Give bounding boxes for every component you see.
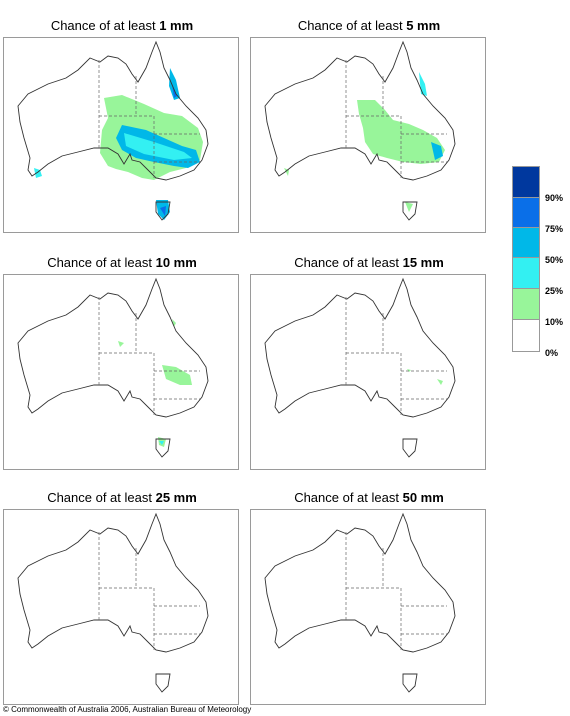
panel-title: Chance of at least 1 mm bbox=[50, 18, 194, 33]
panel-title: Chance of at least 25 mm bbox=[47, 490, 197, 505]
legend-label-50: 50% bbox=[545, 255, 564, 265]
legend-label-75: 75% bbox=[545, 224, 564, 234]
legend-swatch-75-90 bbox=[512, 197, 540, 228]
legend-swatch-50-75 bbox=[512, 227, 540, 258]
legend-label-90: 90% bbox=[545, 193, 564, 203]
legend-label-0: 0% bbox=[545, 348, 559, 358]
probability-legend bbox=[512, 166, 540, 352]
australia-map bbox=[250, 37, 486, 233]
australia-map bbox=[3, 274, 239, 470]
australia-map bbox=[3, 37, 239, 233]
panel-title: Chance of at least 50 mm bbox=[294, 490, 444, 505]
panel-title: Chance of at least 10 mm bbox=[47, 255, 197, 270]
australia-map bbox=[250, 274, 486, 470]
legend-swatch-25-50 bbox=[512, 257, 540, 289]
panel-title: Chance of at least 5 mm bbox=[297, 18, 441, 33]
legend-swatch-10-25 bbox=[512, 288, 540, 320]
legend-swatch-0-10 bbox=[512, 319, 540, 352]
legend-label-25: 25% bbox=[545, 286, 564, 296]
copyright-notice: © Commonwealth of Australia 2006, Austra… bbox=[3, 705, 252, 714]
australia-map bbox=[250, 509, 486, 705]
legend-swatch-90-100 bbox=[512, 166, 540, 198]
legend-label-10: 10% bbox=[545, 317, 564, 327]
australia-map bbox=[3, 509, 239, 705]
panel-title: Chance of at least 15 mm bbox=[294, 255, 444, 270]
